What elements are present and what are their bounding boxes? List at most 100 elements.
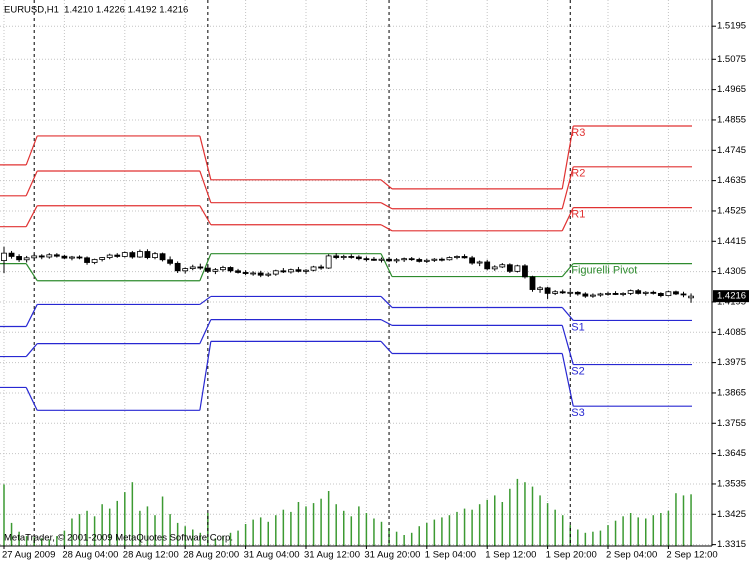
candle-body	[265, 273, 272, 276]
candle-body	[522, 265, 528, 278]
candle-body	[76, 256, 83, 259]
candle-body	[552, 291, 559, 294]
x-tick-label: 31 Aug 04:00	[244, 550, 300, 561]
x-tick-label: 27 Aug 2009	[2, 550, 55, 561]
candle-body	[499, 264, 506, 268]
candle-body	[144, 251, 151, 258]
candle-body	[627, 290, 634, 294]
candle-body	[506, 264, 513, 272]
candle-body	[491, 266, 498, 270]
candle-body	[197, 266, 204, 269]
pivot-connector	[25, 170, 38, 197]
x-tick-label: 2 Sep 12:00	[666, 550, 717, 561]
pivot-connector	[380, 296, 393, 308]
candle-body	[31, 255, 38, 259]
volume-bar	[637, 517, 639, 546]
candle-body	[325, 255, 332, 269]
volume-bar	[101, 504, 103, 546]
candle-body	[574, 291, 581, 295]
y-tick-label: 1.4965	[717, 84, 746, 95]
volume-bar	[410, 532, 413, 546]
volume-bar	[48, 539, 51, 546]
candle-body	[642, 291, 649, 294]
x-tick-label: 28 Aug 04:00	[62, 550, 118, 561]
volume-bar	[622, 516, 624, 546]
candle-body	[182, 268, 189, 272]
pivot-connector	[25, 263, 38, 282]
volume-bar	[63, 530, 66, 546]
volume-bar	[441, 517, 443, 546]
pivot-connector	[561, 325, 574, 365]
x-tick-label: 31 Aug 20:00	[364, 550, 420, 561]
candle-body	[612, 293, 619, 295]
volume-bar	[531, 486, 534, 546]
volume-bar	[652, 515, 655, 546]
candle-body	[620, 293, 626, 295]
candle-body	[378, 258, 385, 261]
candle-body	[220, 267, 226, 271]
volume-bar	[478, 504, 481, 546]
volume-bar	[380, 521, 383, 546]
y-tick-label: 1.3755	[717, 418, 746, 429]
pivot-connector	[380, 253, 393, 277]
candle-body	[340, 256, 347, 258]
candle-body	[597, 293, 604, 296]
pivot-connector	[199, 170, 212, 203]
candle-body	[333, 255, 340, 258]
x-tick-label: 1 Sep 12:00	[485, 550, 536, 561]
candle-body	[401, 258, 408, 261]
pivot-connector	[561, 166, 574, 209]
candle-body	[106, 254, 113, 258]
candle-body	[38, 255, 45, 258]
pivot-connector	[380, 179, 393, 190]
volume-bar	[10, 522, 13, 546]
candle-body	[657, 293, 664, 297]
candle-body	[363, 258, 370, 261]
volume-bar	[139, 510, 141, 546]
footer: MetaTrader, © 2001-2009 MetaQuotes Softw…	[4, 533, 233, 544]
candle-body	[53, 254, 60, 257]
candle-body	[537, 287, 543, 290]
volume-bar	[169, 514, 171, 546]
volume-bar	[229, 532, 232, 546]
volume-bar	[86, 510, 88, 546]
candle-body	[688, 295, 694, 299]
candle-body	[8, 252, 15, 257]
last-price-box	[713, 290, 749, 303]
candle-body	[46, 254, 53, 258]
pivot-connector	[199, 253, 212, 281]
volume-bar	[237, 530, 239, 546]
x-tick-label: 2 Sep 04:00	[606, 550, 657, 561]
candle-body	[227, 267, 234, 272]
candle-body	[514, 265, 521, 272]
x-tick-label: 31 Aug 12:00	[304, 550, 360, 561]
candle-body	[136, 251, 143, 258]
x-tick-label: 1 Sep 20:00	[546, 550, 597, 561]
x-tick-label: 28 Aug 12:00	[123, 550, 179, 561]
candle-body	[204, 267, 211, 272]
volume-bar	[599, 530, 602, 546]
volume-bar	[350, 516, 353, 546]
chart-title: EURUSD,H1 1.4210 1.4226 1.4192 1.4216	[4, 5, 188, 16]
pivot-connector	[380, 224, 393, 232]
candle-body	[280, 270, 287, 273]
volume-layer	[3, 478, 692, 546]
volume-bar	[629, 513, 632, 546]
volume-bar	[592, 531, 594, 546]
candle-body	[559, 291, 566, 294]
pivot-label: S1	[571, 321, 584, 333]
candle-body	[235, 270, 241, 273]
volume-bar	[146, 506, 149, 546]
last-price-label: 1.4216	[717, 291, 746, 302]
candle-body	[152, 253, 158, 258]
candle-body	[454, 256, 460, 258]
volume-bar	[275, 515, 277, 546]
y-tick-label: 1.3315	[717, 539, 746, 550]
candle-body	[212, 269, 219, 272]
volume-bar	[93, 516, 96, 546]
volume-bar	[667, 510, 670, 546]
y-tick-label: 1.4745	[717, 145, 746, 156]
volume-bar	[290, 511, 292, 546]
